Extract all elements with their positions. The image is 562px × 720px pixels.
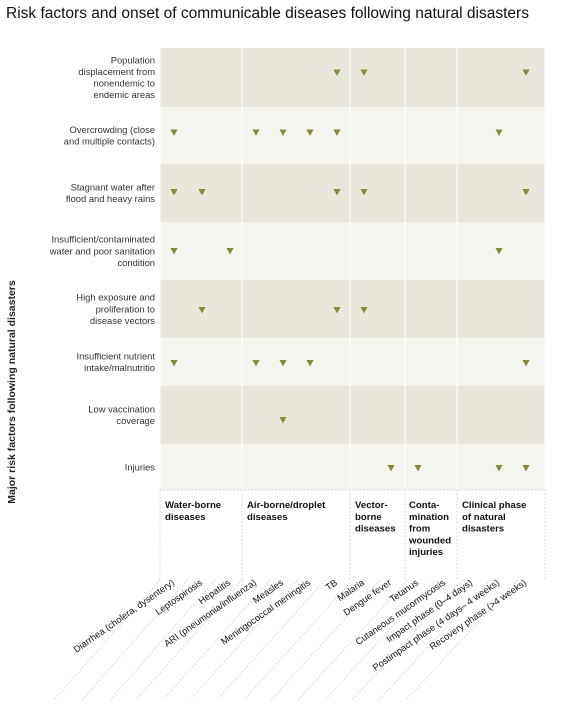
marker-triangle [279, 417, 287, 424]
column-guide [189, 579, 298, 701]
row-label: Injuries [125, 461, 156, 472]
marker-triangle [170, 248, 178, 255]
row-band [160, 164, 545, 222]
row-band [160, 338, 545, 386]
marker-triangle [522, 465, 530, 472]
marker-triangle [495, 248, 503, 255]
group-label: diseases [355, 524, 396, 535]
column-guide [405, 579, 518, 701]
marker-triangle [198, 189, 206, 196]
marker-triangle [306, 129, 314, 136]
column-guide [378, 579, 491, 701]
row-label: Overcrowding (close [70, 124, 155, 135]
column-guide [135, 579, 243, 701]
row-band [160, 48, 545, 107]
marker-triangle [306, 360, 314, 367]
column-guide [53, 579, 161, 701]
marker-triangle [252, 129, 260, 136]
column-guide [270, 579, 381, 701]
column-guide [216, 579, 326, 701]
markers [170, 69, 530, 472]
row-label: High exposure and [76, 292, 155, 303]
marker-triangle [360, 189, 368, 196]
row-label: proliferation to [96, 303, 155, 314]
column-guide [81, 579, 188, 701]
row-label: Stagnant water after [71, 182, 155, 193]
row-label: Population [111, 54, 155, 65]
marker-triangle [226, 248, 234, 255]
marker-triangle [333, 307, 341, 314]
marker-triangle [522, 189, 530, 196]
marker-triangle [495, 465, 503, 472]
group-label: from [409, 524, 430, 535]
marker-triangle [333, 189, 341, 196]
group-label: mination [409, 512, 449, 523]
group-label: Water-borne [165, 500, 221, 511]
marker-triangle [360, 307, 368, 314]
group-label: Vector- [355, 500, 388, 511]
row-band [160, 386, 545, 444]
group-label: Air-borne/droplet [247, 500, 326, 511]
marker-triangle [279, 360, 287, 367]
column-guide [351, 579, 463, 701]
group-label: diseases [247, 512, 288, 523]
row-label: flood and heavy rains [66, 193, 155, 204]
row-label: Low vaccination [88, 404, 155, 415]
marker-triangle [333, 69, 341, 76]
marker-triangle [198, 307, 206, 314]
group-label: borne [355, 512, 382, 523]
marker-triangle [252, 360, 260, 367]
marker-triangle [387, 465, 395, 472]
group-dividers [53, 48, 546, 701]
row-label: nonendemic to [93, 78, 155, 89]
row-band [160, 222, 545, 280]
row-label: intake/malnutritio [84, 362, 155, 373]
row-label: Insufficient/contaminated [51, 234, 155, 245]
row-label: Insufficient nutrient [76, 351, 155, 362]
column-guide [324, 579, 436, 701]
row-band [160, 107, 545, 164]
group-label: Conta- [409, 500, 439, 511]
row-band [160, 280, 545, 338]
group-label: disasters [462, 524, 504, 535]
disease-label: TB [324, 577, 339, 592]
marker-triangle [170, 189, 178, 196]
row-label: water and poor sanitation [49, 245, 155, 256]
marker-triangle [522, 360, 530, 367]
group-label: diseases [165, 512, 206, 523]
marker-triangle [333, 129, 341, 136]
column-guide [297, 579, 408, 701]
row-label: endemic areas [94, 89, 156, 100]
group-label: wounded [408, 535, 451, 546]
group-label: injuries [409, 547, 443, 558]
marker-triangle [279, 129, 287, 136]
group-label: Clinical phase [462, 500, 527, 511]
marker-triangle [495, 129, 503, 136]
column-guide [162, 579, 271, 701]
row-label: coverage [116, 415, 155, 426]
disease-labels: Diarrhea (cholera, dysentery)Leptospiros… [72, 577, 528, 673]
chart-title: Risk factors and onset of communicable d… [6, 5, 529, 22]
marker-triangle [522, 69, 530, 76]
group-label: of natural [462, 512, 506, 523]
row-label: disease vectors [90, 315, 155, 326]
row-label: condition [117, 257, 155, 268]
marker-triangle [360, 69, 368, 76]
column-guide [243, 579, 353, 701]
row-band [160, 444, 545, 490]
row-bands [160, 48, 545, 490]
marker-triangle [170, 129, 178, 136]
marker-triangle [414, 465, 422, 472]
group-labels: Water-bornediseasesAir-borne/dropletdise… [165, 500, 527, 558]
marker-triangle [170, 360, 178, 367]
row-label: displacement from [78, 66, 155, 77]
row-label: and multiple contacts) [64, 136, 155, 147]
